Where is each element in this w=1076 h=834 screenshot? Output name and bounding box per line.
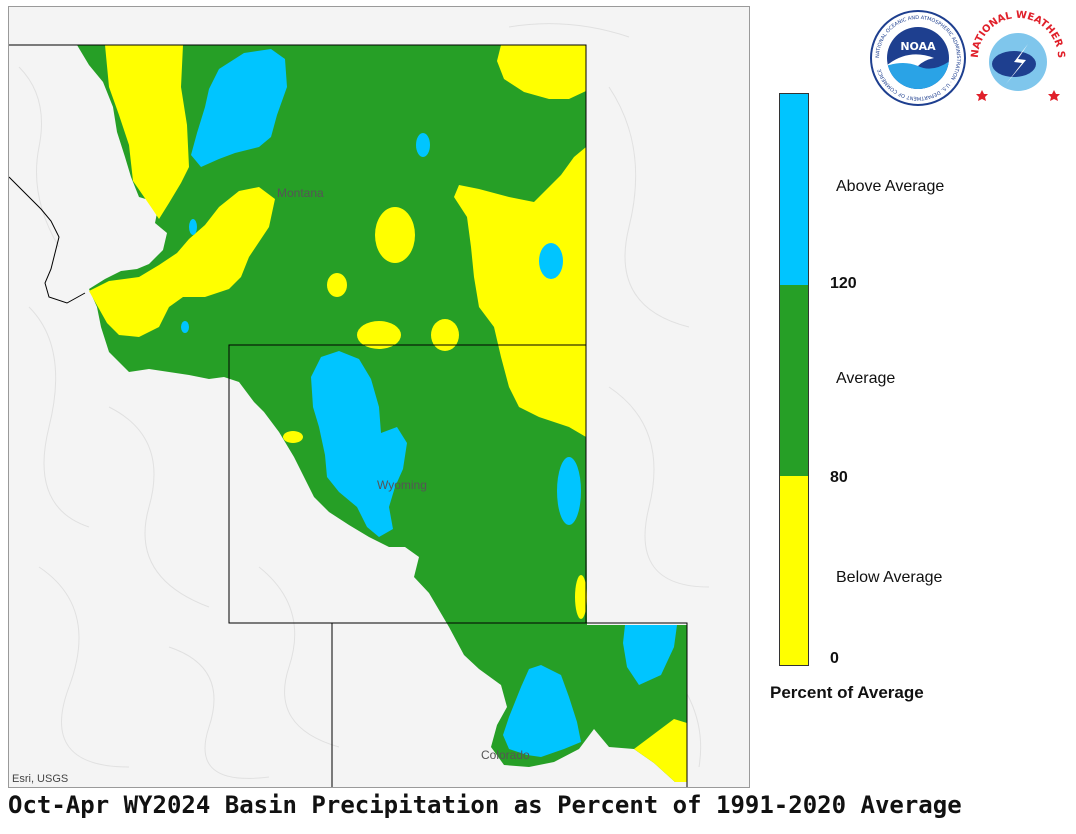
precipitation-map [9, 23, 710, 787]
state-boundaries [9, 44, 688, 787]
terrain-hillshade [18, 23, 710, 779]
noaa-logo-text: NOAA [900, 40, 936, 53]
map-caption: Oct-Apr WY2024 Basin Precipitation as Pe… [8, 791, 962, 819]
legend-color-bar [779, 93, 809, 666]
legend-label-below: Below Average [836, 569, 943, 586]
state-label-colorado: Colorado [481, 748, 530, 762]
wyoming-boundary [228, 345, 587, 624]
state-label-wyoming: Wyoming [377, 478, 427, 492]
logo-graphics: NATIONAL OCEANIC AND ATMOSPHERIC ADMINIS… [864, 0, 1066, 106]
legend-title: Percent of Average [770, 683, 924, 702]
below-average-precip-zones [89, 45, 687, 782]
colorado-boundary [331, 622, 688, 787]
legend-break-0: 0 [830, 650, 839, 667]
agency-logos: NATIONAL OCEANIC AND ATMOSPHERIC ADMINIS… [864, 0, 1068, 113]
above-average-precip-zones [181, 49, 677, 757]
legend-swatch-below [780, 476, 808, 665]
state-label-montana: Montana [277, 186, 324, 200]
nws-star-right [1048, 90, 1060, 101]
legend-break-80: 80 [830, 469, 848, 486]
idaho-montana-border [9, 176, 86, 304]
legend-label-above: Above Average [836, 178, 945, 195]
map-panel[interactable]: Montana Wyoming Colorado Esri, USGS [8, 6, 750, 788]
noaa-logo: NATIONAL OCEANIC AND ATMOSPHERIC ADMINIS… [870, 10, 966, 106]
legend-label-average: Average [836, 370, 896, 387]
legend-swatch-average [780, 285, 808, 476]
legend-swatch-above [780, 94, 808, 285]
legend-break-120: 120 [830, 275, 857, 292]
map-attribution: Esri, USGS [12, 773, 69, 785]
nws-star-left [976, 90, 988, 101]
